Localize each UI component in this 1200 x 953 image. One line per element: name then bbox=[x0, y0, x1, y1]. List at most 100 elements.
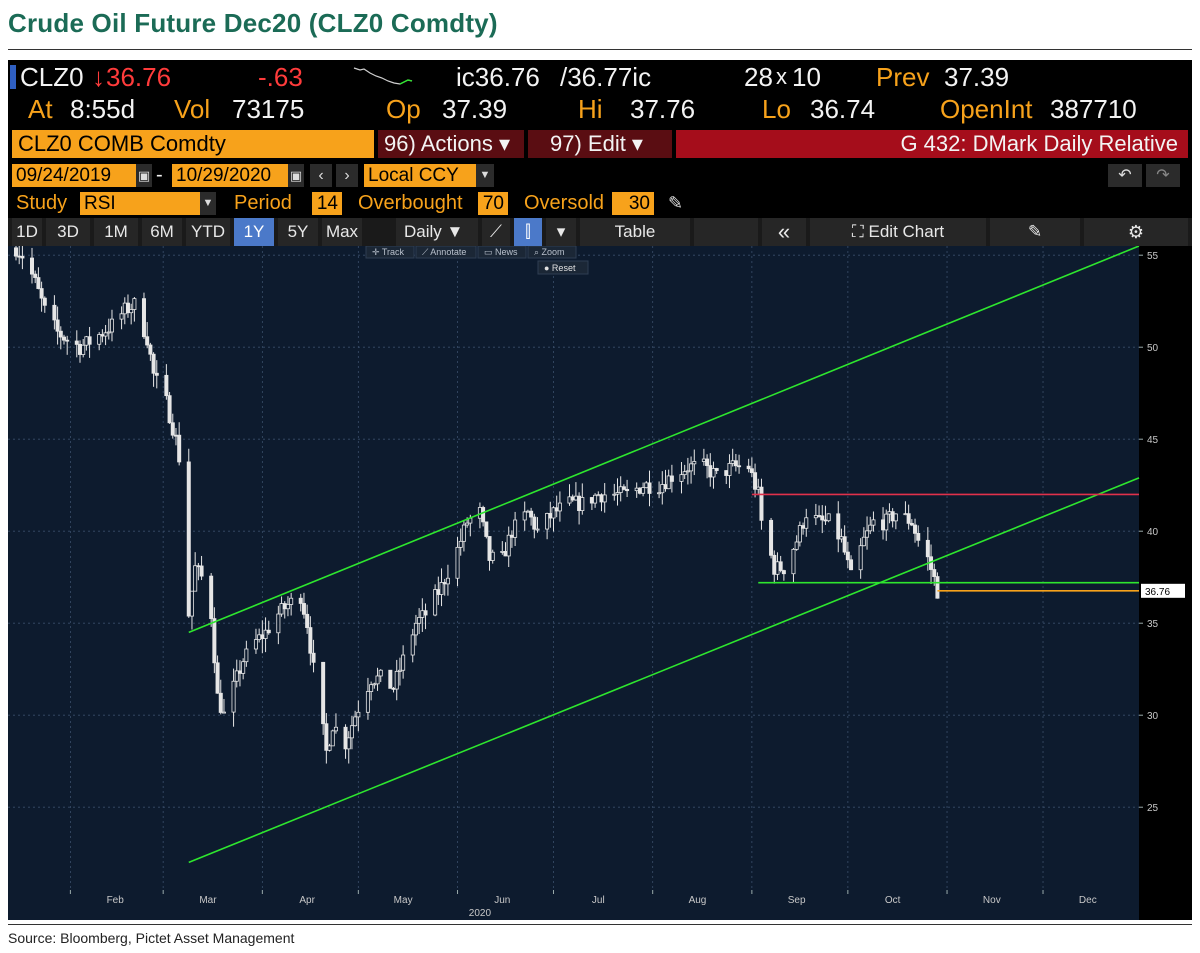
range-tab-3d[interactable]: 3D bbox=[46, 218, 90, 246]
candle-body bbox=[884, 513, 889, 531]
prev-period-button[interactable]: ‹ bbox=[310, 164, 332, 187]
x-month-label: Jun bbox=[494, 895, 510, 906]
candle-body bbox=[388, 669, 393, 689]
calendar-icon[interactable]: ▣ bbox=[136, 164, 152, 187]
candle-body bbox=[141, 298, 146, 338]
candle-body bbox=[164, 374, 169, 397]
candle-body bbox=[513, 519, 518, 538]
x-month-label: May bbox=[394, 895, 413, 906]
chevron-down-icon[interactable]: ▼ bbox=[200, 192, 216, 215]
hi-value: 37.76 bbox=[630, 94, 696, 124]
edit-chart-button[interactable]: ⛶ Edit Chart bbox=[810, 218, 986, 246]
line-chart-icon[interactable]: ⟋ bbox=[482, 218, 510, 246]
candle-body bbox=[570, 496, 575, 501]
candle-body bbox=[861, 536, 866, 547]
candle-body bbox=[151, 353, 156, 374]
range-toolbar: 1D 3D 1M 6M YTD 1Y 5Y Max Daily ▼ ⟋ ⫿ ▾ Table «⛶ Edit… bbox=[8, 218, 1192, 246]
candle-body bbox=[394, 670, 399, 690]
candle-body bbox=[781, 570, 786, 575]
price-chart[interactable]: 25 30 35 40 45 50 55 36.76 Feb Mar Apr May Jun Jul Aug… bbox=[8, 246, 1192, 920]
collapse-icon[interactable]: « bbox=[762, 218, 806, 246]
candle-body bbox=[621, 486, 626, 490]
ticker[interactable]: CLZ0 bbox=[20, 62, 84, 92]
candle-body bbox=[602, 494, 607, 503]
bid-size: 28 bbox=[744, 62, 773, 92]
candle-body bbox=[378, 669, 383, 677]
overbought-field[interactable]: 70 bbox=[478, 192, 508, 215]
date-separator: - bbox=[156, 164, 163, 186]
date-from-field[interactable]: 09/24/2019 bbox=[12, 164, 136, 187]
calendar-icon[interactable]: ▣ bbox=[288, 164, 304, 187]
candle-body bbox=[705, 458, 710, 466]
candle-body bbox=[845, 551, 850, 561]
range-tab-1d[interactable]: 1D bbox=[12, 218, 42, 246]
candle-body bbox=[685, 470, 690, 473]
currency-select[interactable]: Local CCY bbox=[364, 164, 476, 187]
vol-value: 73175 bbox=[232, 94, 305, 124]
table-button[interactable]: Table bbox=[580, 218, 690, 246]
candle-body bbox=[423, 610, 428, 616]
op-label: Op bbox=[386, 94, 421, 124]
redo-icon[interactable]: ↷ bbox=[1146, 164, 1180, 187]
candle-body bbox=[868, 524, 873, 532]
period-field[interactable]: 14 bbox=[312, 192, 342, 215]
candle-body bbox=[903, 513, 908, 516]
candle-body bbox=[589, 497, 594, 504]
candle-body bbox=[55, 319, 60, 332]
candle-body bbox=[343, 726, 348, 750]
range-tab-ytd[interactable]: YTD bbox=[186, 218, 230, 246]
x-month-label: Feb bbox=[107, 895, 125, 906]
pencil-icon[interactable]: ✎ bbox=[668, 193, 684, 213]
openint-label: OpenInt bbox=[940, 94, 1033, 124]
actions-menu[interactable]: 96) Actions ▾ bbox=[378, 130, 524, 158]
lo-value: 36.74 bbox=[810, 94, 876, 124]
annotate-edit-icon[interactable]: ✎ bbox=[990, 218, 1080, 246]
security-field[interactable]: CLZ0 COMB Comdty bbox=[12, 130, 374, 158]
x-month-label: Aug bbox=[689, 895, 707, 906]
next-period-button[interactable]: › bbox=[336, 164, 358, 187]
candle-body bbox=[733, 460, 738, 467]
x-month-label: Nov bbox=[983, 895, 1001, 906]
candle-body bbox=[772, 554, 777, 575]
chevron-down-icon[interactable]: ▾ bbox=[546, 218, 576, 246]
date-to-field[interactable]: 10/29/2020 bbox=[172, 164, 288, 187]
candle-body bbox=[669, 475, 674, 482]
reset-tool-button bbox=[537, 260, 589, 275]
x-month-label: Oct bbox=[885, 895, 901, 906]
candle-body bbox=[74, 340, 79, 345]
bloomberg-terminal: CLZ0 ↓ 36.76 -.63 ic36.76 /36.77ic 28 x … bbox=[8, 60, 1192, 920]
last-price-tag bbox=[1141, 583, 1185, 598]
candle-body bbox=[701, 458, 706, 462]
candle-body bbox=[679, 474, 684, 482]
candle-body bbox=[746, 465, 751, 470]
news-tool-label: ▭ News bbox=[484, 247, 518, 257]
range-tab-6m[interactable]: 6M bbox=[142, 218, 182, 246]
chevron-down-icon[interactable]: ▼ bbox=[476, 164, 494, 187]
x-month-label: Jul bbox=[592, 895, 605, 906]
candle-body bbox=[625, 488, 630, 492]
candle-body bbox=[189, 590, 194, 617]
candle-body bbox=[311, 652, 316, 663]
candle-body bbox=[769, 519, 774, 556]
interval-select[interactable]: Daily ▼ bbox=[396, 218, 478, 246]
candle-chart-icon[interactable]: ⫿ bbox=[514, 218, 542, 246]
page-title: Crude Oil Future Dec20 (CLZ0 Comdty) bbox=[8, 8, 498, 38]
edit-menu[interactable]: 97) Edit ▾ bbox=[528, 130, 672, 158]
candle-body bbox=[301, 603, 306, 615]
range-tab-1y[interactable]: 1Y bbox=[234, 218, 274, 246]
channel-lower-line bbox=[188, 477, 1140, 864]
size-separator: x bbox=[776, 64, 787, 89]
settings-gear-icon[interactable]: ⚙ bbox=[1084, 218, 1188, 246]
range-tab-max[interactable]: Max bbox=[322, 218, 362, 246]
oversold-field[interactable]: 30 bbox=[612, 192, 654, 215]
candle-body bbox=[234, 670, 239, 682]
range-tab-1m[interactable]: 1M bbox=[94, 218, 138, 246]
study-select[interactable]: RSI bbox=[80, 192, 200, 215]
plot-area bbox=[8, 246, 1139, 890]
undo-icon[interactable]: ↶ bbox=[1108, 164, 1142, 187]
bid-price: ic36.76 bbox=[456, 62, 540, 92]
range-tab-5y[interactable]: 5Y bbox=[278, 218, 318, 246]
prev-label: Prev bbox=[876, 62, 930, 92]
candle-body bbox=[826, 513, 831, 522]
x-month-label: Mar bbox=[199, 895, 217, 906]
